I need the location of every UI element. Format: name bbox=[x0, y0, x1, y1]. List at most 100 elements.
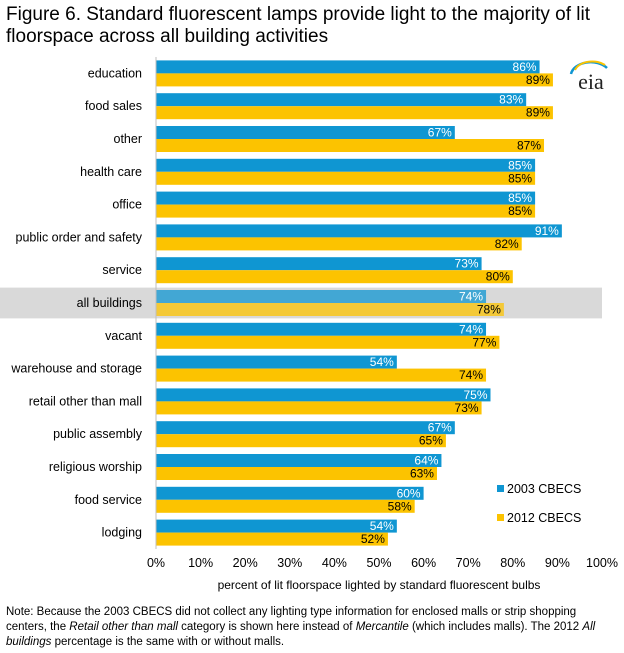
data-label-2003: 74% bbox=[459, 322, 483, 336]
x-tick-label: 80% bbox=[500, 556, 525, 570]
category-label: office bbox=[112, 198, 142, 212]
bar-2003 bbox=[156, 60, 540, 74]
data-label-2012: 63% bbox=[410, 467, 434, 481]
bar-2003 bbox=[156, 355, 397, 369]
eia-logo: eia bbox=[569, 60, 608, 94]
x-tick-label: 100% bbox=[586, 556, 618, 570]
bar-2003 bbox=[156, 93, 527, 107]
category-label: warehouse and storage bbox=[10, 362, 142, 376]
legend-label: 2012 CBECS bbox=[507, 511, 581, 525]
category-label: service bbox=[102, 263, 142, 277]
bar-2012 bbox=[156, 401, 482, 415]
category-label: other bbox=[114, 132, 143, 146]
note-italic2: Mercantile bbox=[355, 621, 409, 633]
chart-title: Figure 6. Standard fluorescent lamps pro… bbox=[6, 4, 591, 47]
data-label-2012: 65% bbox=[419, 434, 443, 448]
bar-2012 bbox=[156, 368, 487, 382]
x-tick-label: 70% bbox=[456, 556, 481, 570]
category-label: retail other than mall bbox=[29, 394, 142, 408]
bar-2012 bbox=[156, 499, 415, 513]
bar-2012 bbox=[156, 139, 545, 152]
data-label-2003: 86% bbox=[513, 60, 537, 74]
logo-arc-yellow bbox=[574, 60, 606, 71]
bar-2012 bbox=[156, 467, 437, 480]
x-tick-label: 20% bbox=[233, 556, 258, 570]
x-tick-label: 30% bbox=[277, 556, 302, 570]
category-label: public order and safety bbox=[16, 230, 143, 244]
logo-text: eia bbox=[578, 69, 604, 94]
x-tick-label: 40% bbox=[322, 556, 347, 570]
bar-2003 bbox=[156, 454, 442, 467]
category-label: vacant bbox=[105, 329, 142, 343]
data-label-2012: 85% bbox=[508, 204, 532, 218]
bar-2003 bbox=[156, 486, 424, 500]
data-label-2003: 83% bbox=[499, 93, 523, 107]
footnote: Note: Because the 2003 CBECS did not col… bbox=[6, 605, 618, 650]
note-part4: percentage is the same with or without m… bbox=[51, 636, 285, 648]
bar-2012 bbox=[156, 270, 513, 284]
note-part2: category is shown here instead of bbox=[177, 621, 356, 633]
data-label-2003: 75% bbox=[463, 388, 487, 402]
data-label-2003: 64% bbox=[414, 454, 438, 468]
data-label-2003: 91% bbox=[535, 224, 559, 238]
bar-2012 bbox=[156, 532, 388, 546]
note-part1: Note: Because the 2003 CBECS did not col… bbox=[6, 606, 577, 633]
note-italic1: Retail other than mall bbox=[69, 621, 178, 633]
bar-2012 bbox=[156, 171, 536, 185]
data-label-2003: 67% bbox=[428, 126, 452, 140]
bar-2012 bbox=[156, 335, 500, 349]
data-label-2012: 87% bbox=[517, 139, 541, 153]
data-label-2003: 54% bbox=[370, 355, 394, 369]
bar-2012 bbox=[156, 204, 536, 218]
data-label-2012: 89% bbox=[526, 106, 550, 120]
category-label: health care bbox=[80, 165, 142, 179]
bar-chart: education 86%89%food sales 83%89%other 67%8… bbox=[0, 57, 618, 592]
bar-2003 bbox=[156, 224, 562, 238]
category-label: public assembly bbox=[53, 427, 143, 441]
bar-2003 bbox=[156, 388, 491, 402]
bar-2003 bbox=[156, 519, 397, 533]
legend-label: 2003 CBECS bbox=[507, 482, 581, 496]
bar-2003 bbox=[156, 257, 482, 271]
category-label: lodging bbox=[102, 526, 142, 540]
data-label-2012: 82% bbox=[495, 237, 519, 251]
data-label-2003: 85% bbox=[508, 191, 532, 205]
data-label-2003: 73% bbox=[455, 257, 479, 271]
data-label-2012: 89% bbox=[526, 73, 550, 87]
bar-2003 bbox=[156, 290, 487, 303]
bar-2003 bbox=[156, 126, 455, 139]
data-label-2012: 52% bbox=[361, 532, 385, 546]
x-tick-label: 60% bbox=[411, 556, 436, 570]
category-label: all buildings bbox=[77, 296, 142, 310]
x-tick-label: 10% bbox=[188, 556, 213, 570]
data-label-2003: 67% bbox=[428, 421, 452, 435]
legend-swatch bbox=[497, 514, 504, 521]
bar-2012 bbox=[156, 106, 553, 120]
data-label-2003: 85% bbox=[508, 158, 532, 172]
data-label-2012: 78% bbox=[477, 303, 501, 317]
x-axis-title: percent of lit floorspace lighted by sta… bbox=[218, 578, 541, 592]
category-label: food service bbox=[75, 493, 142, 507]
bar-2003 bbox=[156, 421, 455, 435]
data-label-2003: 74% bbox=[459, 290, 483, 304]
legend-swatch bbox=[497, 485, 504, 492]
data-label-2012: 85% bbox=[508, 171, 532, 185]
bar-2003 bbox=[156, 158, 536, 172]
x-tick-label: 0% bbox=[147, 556, 165, 570]
bar-2012 bbox=[156, 303, 504, 316]
bar-2012 bbox=[156, 73, 553, 87]
bar-2012 bbox=[156, 237, 522, 251]
x-tick-label: 90% bbox=[545, 556, 570, 570]
data-label-2012: 74% bbox=[459, 368, 483, 382]
category-label: education bbox=[88, 66, 142, 80]
data-label-2003: 60% bbox=[397, 486, 421, 500]
note-part3: (which includes malls). The 2012 bbox=[408, 621, 583, 633]
data-label-2003: 54% bbox=[370, 519, 394, 533]
data-label-2012: 58% bbox=[388, 499, 412, 513]
x-tick-label: 50% bbox=[366, 556, 391, 570]
note-italic3: All buildings bbox=[6, 621, 596, 648]
category-label: religious worship bbox=[49, 460, 142, 474]
bar-2003 bbox=[156, 322, 487, 336]
data-label-2012: 77% bbox=[472, 335, 496, 349]
bar-2012 bbox=[156, 434, 446, 448]
